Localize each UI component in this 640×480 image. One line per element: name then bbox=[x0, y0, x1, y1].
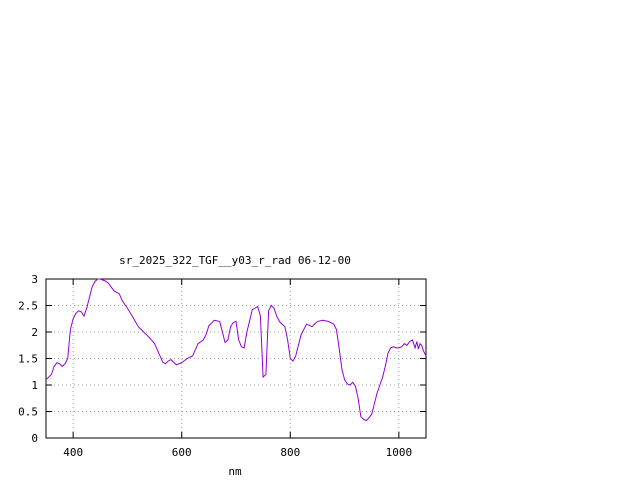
y-tick-label: 2 bbox=[31, 326, 38, 339]
x-axis-label: nm bbox=[228, 465, 242, 478]
x-tick-label: 800 bbox=[280, 446, 300, 459]
x-axis: 400 600 800 1000 bbox=[63, 279, 412, 459]
x-tick-label: 400 bbox=[63, 446, 83, 459]
y-tick-label: 0 bbox=[31, 432, 38, 445]
y-tick-label: 1 bbox=[31, 379, 38, 392]
y-tick-label: 1.5 bbox=[18, 353, 38, 366]
grid-lines bbox=[46, 279, 426, 438]
y-axis: 0 0.5 1 1.5 2 2.5 3 bbox=[18, 273, 426, 445]
y-tick-label: 2.5 bbox=[18, 300, 38, 313]
x-tick-label: 600 bbox=[172, 446, 192, 459]
chart-title: sr_2025_322_TGF__y03_r_rad 06-12-00 bbox=[119, 254, 351, 267]
y-tick-label: 3 bbox=[31, 273, 38, 286]
y-tick-label: 0.5 bbox=[18, 406, 38, 419]
series-line bbox=[45, 278, 427, 422]
x-tick-label: 1000 bbox=[386, 446, 413, 459]
